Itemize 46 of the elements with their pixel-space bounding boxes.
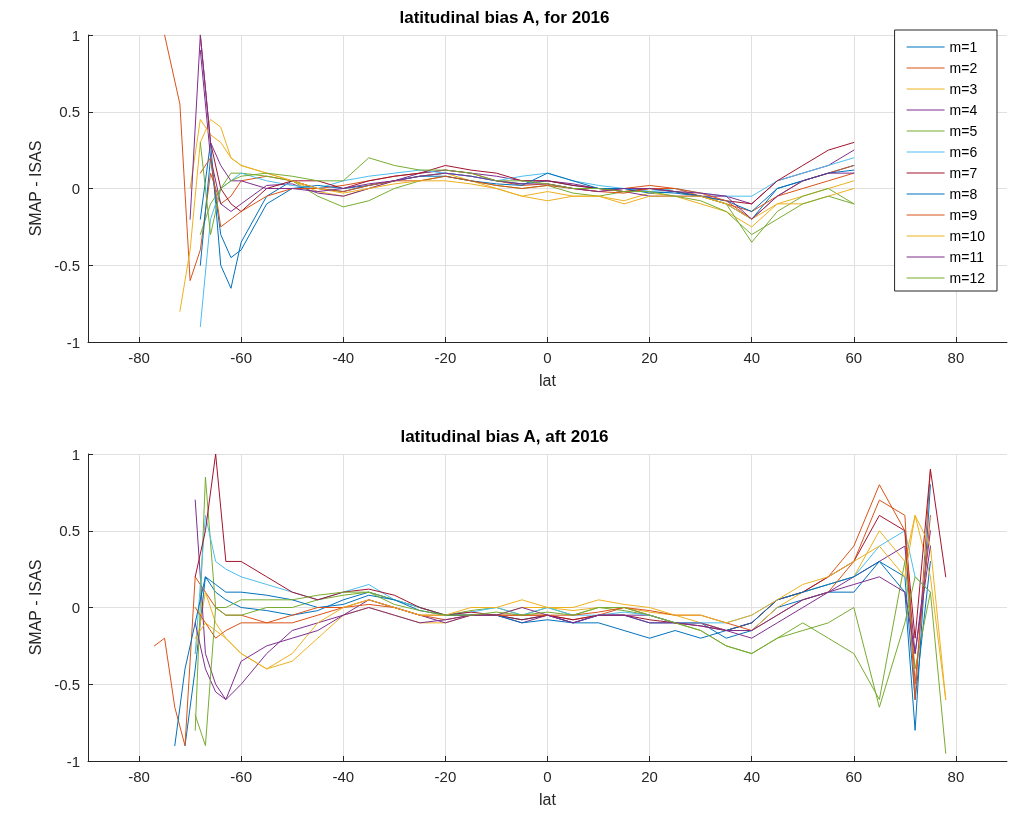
y-axis-title: SMAP - ISAS (26, 140, 44, 237)
legend-label: m=10 (949, 228, 986, 244)
x-axis-title: lat (539, 371, 557, 389)
y-tick-label: -0.5 (54, 675, 80, 693)
chart-title: latitudinal bias A, aft 2016 (400, 427, 609, 446)
x-tick-label: -60 (230, 768, 253, 785)
x-axis-title: lat (539, 790, 557, 808)
y-tick-label: -1 (66, 752, 80, 770)
y-tick-label: 1 (71, 445, 80, 463)
y-tick-label: 0 (71, 599, 80, 616)
legend-label: m=6 (949, 144, 978, 160)
y-tick-label: -0.5 (54, 256, 80, 274)
y-tick-label: 0.5 (59, 522, 80, 540)
y-tick-label: -1 (66, 333, 80, 351)
legend-label: m=8 (949, 186, 978, 202)
x-tick-label: 20 (641, 349, 658, 366)
x-tick-label: 40 (743, 768, 761, 785)
x-tick-label: 20 (641, 768, 658, 785)
x-tick-label: -80 (128, 349, 150, 366)
x-tick-label: -80 (128, 768, 150, 785)
x-tick-label: -20 (434, 768, 457, 785)
y-axis-title: SMAP - ISAS (26, 559, 44, 656)
legend-label: m=5 (949, 123, 978, 139)
x-tick-label: -40 (332, 768, 355, 785)
legend-label: m=2 (949, 60, 978, 76)
x-tick-label: -20 (434, 349, 457, 366)
x-tick-label: -60 (230, 349, 253, 366)
legend-label: m=12 (949, 270, 986, 286)
legend-label: m=7 (949, 165, 978, 181)
x-tick-label: -40 (332, 349, 355, 366)
chart-title: latitudinal bias A, for 2016 (399, 8, 610, 27)
y-tick-label: 0 (71, 180, 80, 197)
x-tick-label: 60 (845, 349, 863, 366)
x-tick-label: 60 (845, 768, 863, 785)
y-tick-label: 0.5 (59, 103, 80, 121)
x-tick-label: 0 (543, 768, 552, 785)
x-tick-label: 80 (947, 768, 965, 785)
x-tick-label: 80 (947, 349, 965, 366)
legend-label: m=3 (949, 81, 978, 97)
legend-label: m=4 (949, 102, 978, 118)
legend-label: m=9 (949, 207, 978, 223)
y-tick-label: 1 (71, 26, 80, 44)
legend-label: m=1 (949, 39, 978, 55)
legend-label: m=11 (949, 249, 985, 265)
x-tick-label: 0 (543, 349, 552, 366)
x-tick-label: 40 (743, 349, 761, 366)
